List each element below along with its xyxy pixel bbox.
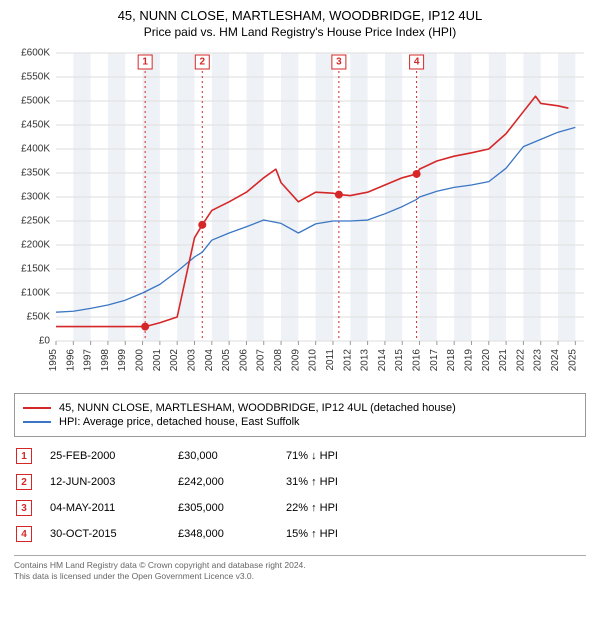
svg-text:£250K: £250K [21,216,50,227]
subtitle: Price paid vs. HM Land Registry's House … [10,25,590,39]
svg-text:2017: 2017 [429,349,440,372]
transaction-price: £305,000 [178,502,268,514]
svg-text:2001: 2001 [152,349,163,372]
svg-text:£350K: £350K [21,168,50,179]
transaction-price: £242,000 [178,476,268,488]
legend-swatch [23,407,51,409]
transaction-row: 2 12-JUN-2003 £242,000 31% ↑ HPI [14,469,586,495]
svg-text:1996: 1996 [65,349,76,372]
transaction-marker: 3 [16,500,32,516]
transaction-delta: 22% ↑ HPI [286,502,386,514]
transaction-marker: 1 [16,448,32,464]
svg-text:2020: 2020 [481,349,492,372]
svg-text:1999: 1999 [117,349,128,372]
svg-text:2023: 2023 [533,349,544,372]
title-block: 45, NUNN CLOSE, MARTLESHAM, WOODBRIDGE, … [10,8,590,39]
footnote: Contains HM Land Registry data © Crown c… [14,555,586,583]
transaction-row: 4 30-OCT-2015 £348,000 15% ↑ HPI [14,521,586,547]
svg-text:2016: 2016 [412,349,423,372]
footnote-line: Contains HM Land Registry data © Crown c… [14,560,586,571]
svg-text:2002: 2002 [169,349,180,372]
svg-text:2012: 2012 [342,349,353,372]
title: 45, NUNN CLOSE, MARTLESHAM, WOODBRIDGE, … [10,8,590,23]
transaction-date: 12-JUN-2003 [50,476,160,488]
transaction-delta: 15% ↑ HPI [286,528,386,540]
svg-text:4: 4 [414,57,420,68]
svg-text:2025: 2025 [567,349,578,372]
svg-text:2022: 2022 [515,349,526,372]
transaction-delta: 31% ↑ HPI [286,476,386,488]
svg-text:1995: 1995 [48,349,59,372]
svg-text:2015: 2015 [394,349,405,372]
svg-text:2009: 2009 [290,349,301,372]
transaction-price: £348,000 [178,528,268,540]
svg-text:2013: 2013 [360,349,371,372]
page: 45, NUNN CLOSE, MARTLESHAM, WOODBRIDGE, … [0,0,600,589]
svg-text:2003: 2003 [186,349,197,372]
svg-text:3: 3 [336,57,342,68]
svg-text:£600K: £600K [21,48,50,59]
svg-text:£400K: £400K [21,144,50,155]
svg-text:1998: 1998 [100,349,111,372]
svg-text:2007: 2007 [256,349,267,372]
legend-swatch [23,421,51,423]
svg-text:2005: 2005 [221,349,232,372]
legend: 45, NUNN CLOSE, MARTLESHAM, WOODBRIDGE, … [14,393,586,437]
svg-text:£550K: £550K [21,72,50,83]
legend-label: 45, NUNN CLOSE, MARTLESHAM, WOODBRIDGE, … [59,402,456,414]
transaction-date: 25-FEB-2000 [50,450,160,462]
transaction-row: 1 25-FEB-2000 £30,000 71% ↓ HPI [14,443,586,469]
svg-text:£300K: £300K [21,192,50,203]
svg-text:1997: 1997 [83,349,94,372]
svg-text:£200K: £200K [21,240,50,251]
svg-text:£450K: £450K [21,120,50,131]
svg-text:£150K: £150K [21,264,50,275]
transactions-table: 1 25-FEB-2000 £30,000 71% ↓ HPI 2 12-JUN-2003… [14,443,586,547]
svg-text:2000: 2000 [135,349,146,372]
svg-text:2018: 2018 [446,349,457,372]
footnote-line: This data is licensed under the Open Gov… [14,571,586,582]
transaction-marker: 2 [16,474,32,490]
svg-text:£500K: £500K [21,96,50,107]
svg-text:£0: £0 [39,336,51,347]
svg-text:£50K: £50K [27,312,51,323]
legend-item: 45, NUNN CLOSE, MARTLESHAM, WOODBRIDGE, … [23,402,577,414]
transaction-row: 3 04-MAY-2011 £305,000 22% ↑ HPI [14,495,586,521]
svg-text:2019: 2019 [463,349,474,372]
svg-text:2006: 2006 [238,349,249,372]
svg-text:£100K: £100K [21,288,50,299]
svg-text:2014: 2014 [377,349,388,372]
legend-label: HPI: Average price, detached house, East… [59,416,300,428]
svg-text:2008: 2008 [273,349,284,372]
svg-text:2010: 2010 [308,349,319,372]
legend-item: HPI: Average price, detached house, East… [23,416,577,428]
transaction-date: 30-OCT-2015 [50,528,160,540]
svg-text:2021: 2021 [498,349,509,372]
transaction-marker: 4 [16,526,32,542]
svg-text:2024: 2024 [550,349,561,372]
price-chart: £0 £50K £100K £150K £200K £250K £300K £350K £400… [10,45,590,385]
transaction-delta: 71% ↓ HPI [286,450,386,462]
transaction-price: £30,000 [178,450,268,462]
svg-text:1: 1 [142,57,148,68]
svg-text:2011: 2011 [325,349,336,371]
svg-text:2004: 2004 [204,349,215,372]
svg-text:2: 2 [200,57,206,68]
transaction-date: 04-MAY-2011 [50,502,160,514]
chart-svg: £0 £50K £100K £150K £200K £250K £300K £350K £400… [10,45,590,385]
